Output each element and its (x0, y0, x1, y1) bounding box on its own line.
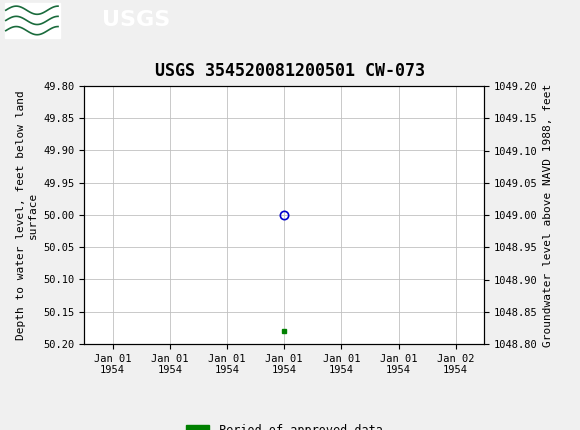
Y-axis label: Depth to water level, feet below land
surface: Depth to water level, feet below land su… (16, 90, 38, 340)
Y-axis label: Groundwater level above NAVD 1988, feet: Groundwater level above NAVD 1988, feet (543, 83, 553, 347)
Text: USGS 354520081200501 CW-073: USGS 354520081200501 CW-073 (155, 62, 425, 80)
Text: USGS: USGS (102, 10, 170, 31)
Legend: Period of approved data: Period of approved data (181, 419, 387, 430)
FancyBboxPatch shape (5, 3, 60, 38)
